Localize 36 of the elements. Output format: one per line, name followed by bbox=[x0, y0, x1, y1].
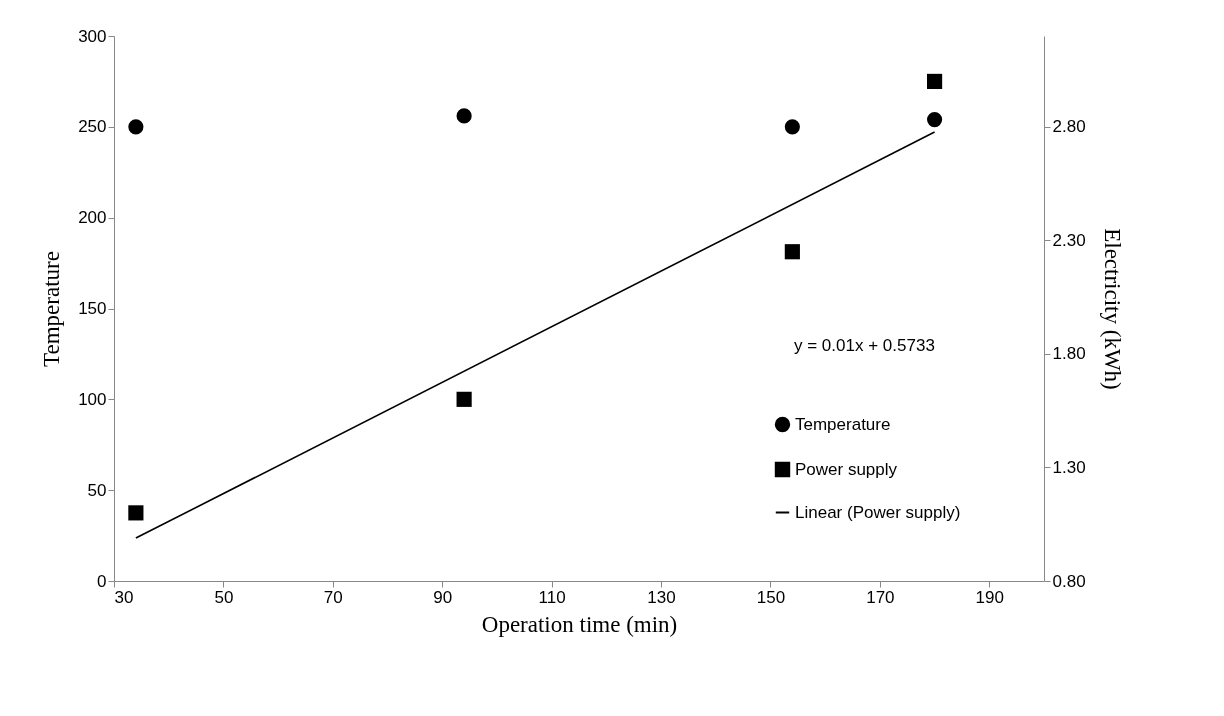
x-tick-label: 110 bbox=[538, 587, 566, 607]
y-tick-label: 150 bbox=[78, 299, 107, 318]
point bbox=[784, 244, 800, 260]
y2-axis-title: Electricity (kWh) bbox=[1099, 228, 1125, 390]
point bbox=[927, 112, 943, 128]
x-tick-label: 190 bbox=[975, 587, 1004, 607]
x-tick-label: 150 bbox=[756, 587, 786, 607]
y-tick-label: 200 bbox=[78, 208, 107, 228]
y-tick-label: 100 bbox=[78, 389, 107, 409]
x-tick-label: 50 bbox=[214, 587, 234, 607]
point bbox=[456, 108, 472, 124]
x-tick-label: 90 bbox=[433, 587, 453, 607]
y2-tick-label: 0.80 bbox=[1052, 571, 1086, 591]
y-tick-label: 50 bbox=[87, 480, 107, 500]
point bbox=[784, 119, 800, 135]
y2-tick-label: 1.80 bbox=[1052, 344, 1086, 364]
legend-label: Temperature bbox=[795, 414, 891, 434]
y2-tick-label: 2.80 bbox=[1052, 117, 1086, 137]
annotation: y = 0.01x + 0.5733 bbox=[794, 336, 935, 355]
y-tick-label: 0 bbox=[97, 571, 107, 591]
x-tick-label: 130 bbox=[647, 587, 676, 607]
legend-label: Linear (Power supply) bbox=[795, 502, 961, 522]
point bbox=[456, 391, 472, 407]
y-axis-title: Temperature bbox=[39, 251, 65, 367]
legend-label: Power supply bbox=[795, 459, 898, 479]
x-tick-label: 30 bbox=[114, 587, 134, 607]
y2-tick-label: 2.30 bbox=[1052, 230, 1086, 250]
point bbox=[128, 119, 144, 135]
x-tick-label: 170 bbox=[866, 587, 895, 607]
x-tick-label: 70 bbox=[323, 587, 343, 607]
x-axis-title: Operation time (min) bbox=[481, 611, 678, 637]
y2-tick-label: 1.30 bbox=[1052, 457, 1086, 477]
y-tick-label: 300 bbox=[78, 26, 107, 46]
point bbox=[128, 505, 144, 521]
point bbox=[927, 73, 943, 89]
y-tick-label: 250 bbox=[78, 117, 107, 137]
